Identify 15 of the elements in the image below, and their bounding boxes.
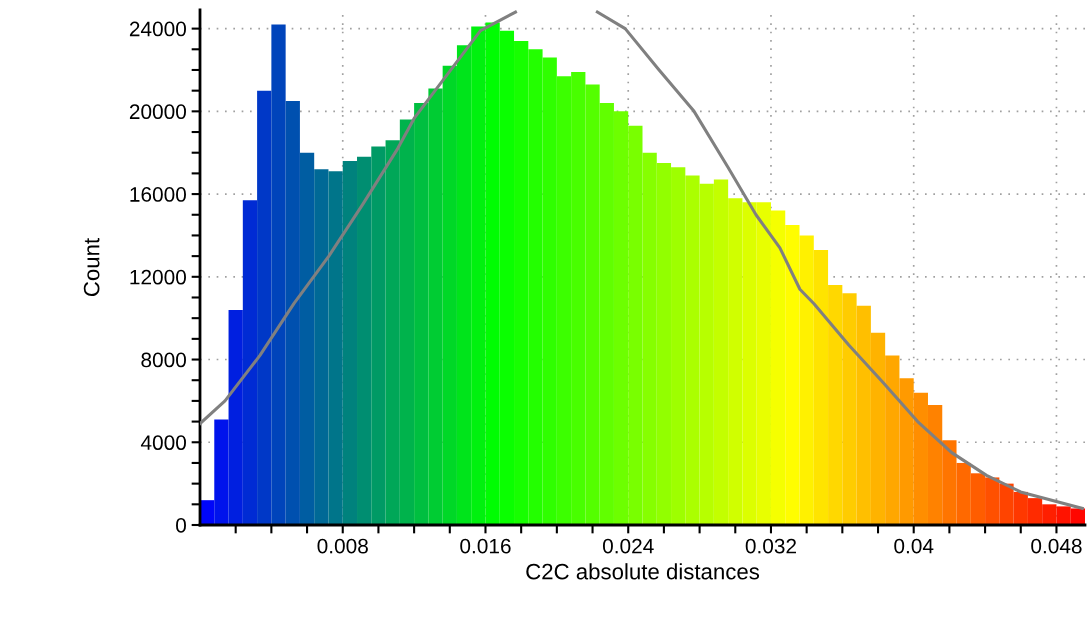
y-tick-label: 0 <box>176 518 186 533</box>
y-tick-label: 24000 <box>129 21 186 37</box>
y-tick-label: 16000 <box>130 187 186 202</box>
x-tick-label: 0.016 <box>460 538 511 554</box>
x-axis-title: C2C absolute distances <box>526 563 760 580</box>
x-tick-label: 0.008 <box>317 538 368 554</box>
y-tick-label: 8000 <box>141 352 186 368</box>
x-tick-label: 0.048 <box>1031 538 1082 554</box>
x-tick-label: 0.024 <box>602 538 654 554</box>
x-tick-label: 0.04 <box>894 538 934 554</box>
y-axis-title: Count <box>83 238 100 297</box>
x-tick-label: 0.032 <box>745 538 796 554</box>
y-tick-label: 20000 <box>129 104 186 120</box>
y-tick-label: 4000 <box>140 435 186 451</box>
y-tick-label: 12000 <box>130 269 186 285</box>
